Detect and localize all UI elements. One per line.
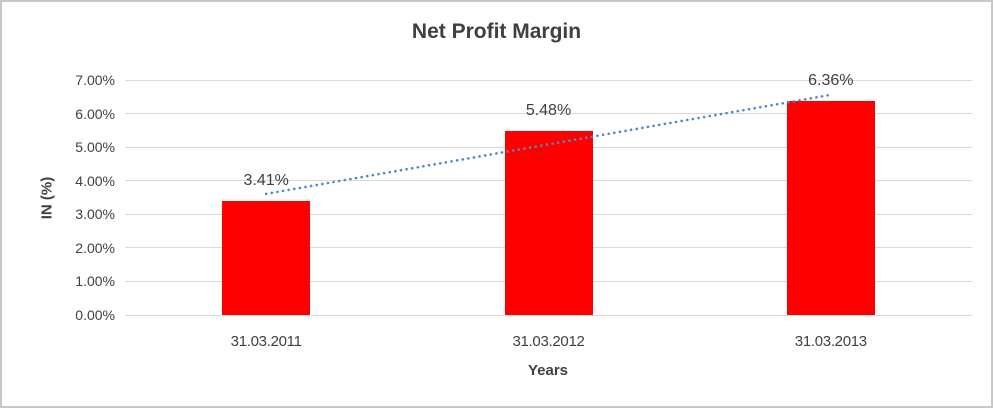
data-label: 6.36% xyxy=(808,72,854,90)
x-axis-tick-label: 31.03.2011 xyxy=(230,333,302,350)
x-axis-title: Years xyxy=(527,362,569,379)
bar-31.03.2011 xyxy=(222,200,311,315)
y-axis-tick-label: 1.00% xyxy=(75,273,115,290)
y-axis-tick-label: 7.00% xyxy=(75,72,115,88)
gridline xyxy=(125,79,972,81)
data-label: 3.41% xyxy=(243,171,289,189)
chart-title: Net Profit Margin xyxy=(411,20,582,43)
bar-31.03.2013 xyxy=(786,101,875,315)
y-axis-tick-label: 2.00% xyxy=(75,239,115,256)
y-axis-tick-label: 0.00% xyxy=(75,307,115,323)
x-axis-tick-label: 31.03.2013 xyxy=(794,333,867,350)
y-axis-tick-label: 4.00% xyxy=(75,172,115,189)
y-axis-tick-label: 5.00% xyxy=(75,139,115,156)
gridline xyxy=(125,314,972,316)
x-axis-tick-label: 31.03.2012 xyxy=(512,333,585,350)
y-axis-tick-label: 6.00% xyxy=(75,105,115,122)
y-axis-tick-label: 3.00% xyxy=(75,206,115,223)
data-label: 5.48% xyxy=(525,102,572,120)
bar-31.03.2012 xyxy=(504,131,593,315)
